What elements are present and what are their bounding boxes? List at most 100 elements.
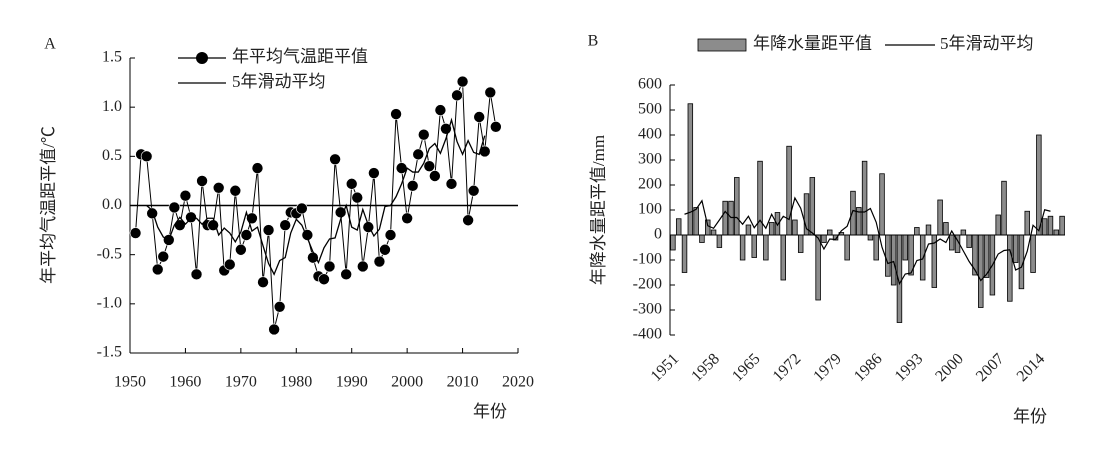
data-point [490, 121, 502, 133]
data-point [368, 167, 380, 179]
bar [763, 234, 769, 261]
data-point [484, 86, 497, 99]
data-point [390, 108, 402, 120]
y-tick-label: -0.5 [97, 245, 122, 262]
data-point [329, 153, 341, 166]
data-point [445, 178, 458, 190]
bar [844, 234, 850, 261]
legend-label: 5年滑动平均 [232, 72, 326, 91]
data-point [356, 260, 369, 273]
bar [722, 200, 728, 236]
bar [943, 222, 949, 236]
x-tick-label: 1970 [225, 374, 257, 391]
data-point [140, 150, 153, 163]
y-tick-label: 0.5 [102, 147, 122, 164]
bar [768, 222, 775, 236]
bar [1030, 234, 1036, 273]
data-point [257, 276, 269, 289]
data-point [273, 300, 286, 313]
legend-label: 年降水量距平值 [753, 34, 872, 53]
bar [1012, 234, 1019, 263]
bar [861, 160, 868, 236]
data-point [157, 250, 170, 263]
data-point [379, 243, 391, 256]
bar [1036, 134, 1042, 236]
bar [1001, 180, 1007, 236]
x-tick-label: 2020 [502, 374, 534, 391]
data-point [318, 273, 330, 286]
bar [728, 200, 734, 236]
x-tick-label: 1980 [280, 374, 312, 391]
bar [705, 219, 711, 236]
data-point [340, 268, 352, 281]
series-line [684, 196, 1051, 286]
y-tick-label: 0 [654, 226, 662, 243]
data-point [384, 229, 397, 241]
data-point [401, 212, 413, 225]
y-tick-label: -400 [633, 326, 662, 343]
x-tick-label: 1990 [336, 374, 368, 391]
bar [687, 103, 694, 236]
data-point [456, 75, 469, 88]
bar [995, 214, 1001, 236]
bar [710, 229, 717, 236]
y-tick-label: 1.0 [102, 98, 122, 115]
data-point [406, 180, 419, 192]
bar [699, 234, 705, 243]
data-point [146, 207, 158, 220]
data-point [345, 178, 358, 190]
bar [815, 234, 821, 301]
data-point [434, 104, 447, 116]
x-axis-label: 年份 [1013, 407, 1047, 426]
data-point [262, 224, 275, 236]
data-point [268, 323, 280, 336]
legend-label: 5年滑动平均 [940, 34, 1034, 53]
panel-label: A [44, 36, 56, 53]
bar [734, 177, 740, 236]
data-point [412, 148, 425, 161]
y-tick-label: -300 [633, 301, 662, 318]
bar [745, 224, 752, 236]
y-tick-label: 100 [638, 201, 662, 218]
bar [1047, 215, 1054, 236]
bar [879, 173, 885, 236]
bar [786, 145, 792, 236]
bar [716, 234, 723, 248]
y-tick-label: 200 [638, 176, 662, 193]
data-point [129, 227, 142, 239]
data-point [417, 128, 430, 141]
data-point [168, 201, 181, 214]
legend-marker [196, 52, 208, 64]
bar [670, 234, 676, 251]
data-point [190, 268, 203, 281]
bar [885, 234, 891, 277]
x-tick-label: 2010 [447, 374, 479, 391]
y-axis-label: 年降水量距平值/mm [589, 135, 608, 285]
data-point [179, 189, 192, 202]
data-point [473, 111, 486, 123]
bar [757, 160, 763, 236]
bar [827, 229, 833, 236]
bar [1041, 218, 1048, 236]
bar [966, 234, 972, 248]
series-line [135, 81, 497, 330]
data-point [429, 170, 441, 182]
bar [1007, 234, 1013, 302]
data-point [185, 211, 197, 224]
x-tick-label: 1950 [114, 374, 146, 391]
data-point [229, 184, 242, 197]
legend-label: 年平均气温距平值 [232, 47, 368, 66]
bar [751, 234, 757, 258]
bar [681, 234, 688, 273]
bar [937, 199, 943, 236]
data-point [478, 145, 491, 158]
data-point [462, 214, 474, 227]
data-point [151, 263, 164, 276]
data-point [351, 191, 364, 204]
y-axis-label: 年平均气温距平值/℃ [39, 126, 58, 284]
x-tick-label: 2000 [391, 374, 423, 391]
bar [1053, 229, 1060, 236]
data-point [235, 243, 247, 256]
legend-swatch [697, 38, 747, 52]
